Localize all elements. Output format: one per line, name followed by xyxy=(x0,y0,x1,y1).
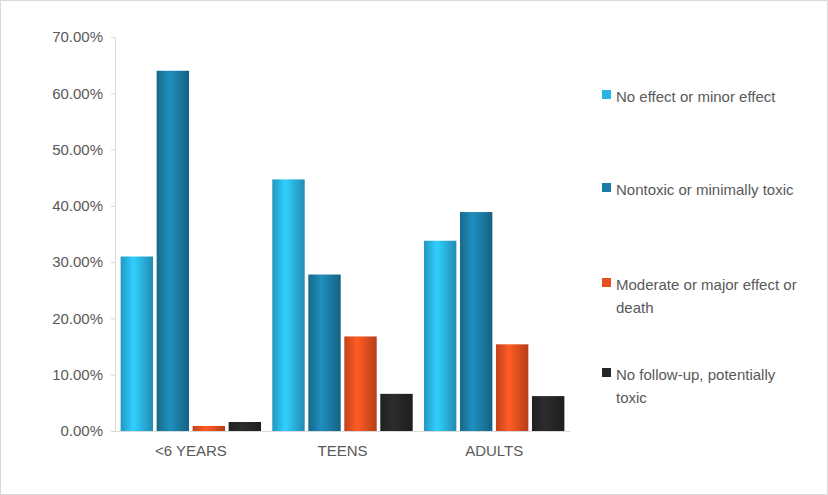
legend-label: Moderate or major effect or death xyxy=(616,276,801,316)
x-axis-line xyxy=(116,431,571,432)
y-tick: 20.00% xyxy=(52,310,115,327)
legend: No effect or minor effect Nontoxic or min… xyxy=(602,88,801,406)
x-tick-label: ADULTS xyxy=(465,442,523,459)
y-tick-label: 60.00% xyxy=(52,85,103,102)
bar xyxy=(121,257,153,431)
y-tick-mark xyxy=(111,375,115,376)
legend-swatch xyxy=(602,183,611,192)
bar xyxy=(532,396,564,431)
x-axis: <6 YEARS TEENS ADULTS xyxy=(116,431,571,459)
y-tick-label: 50.00% xyxy=(52,141,103,158)
bar-series xyxy=(229,394,565,431)
legend-item: No effect or minor effect xyxy=(602,88,776,105)
bar xyxy=(272,179,304,431)
y-axis-line xyxy=(111,38,116,432)
bar xyxy=(157,71,189,431)
x-tick-label: <6 YEARS xyxy=(155,442,227,459)
bar xyxy=(308,275,340,431)
y-tick-label: 10.00% xyxy=(52,366,103,383)
y-tick: 60.00% xyxy=(52,85,115,102)
legend-label: No follow-up, potentially toxic xyxy=(616,366,779,406)
y-axis: 0.00% 10.00% 20.00% 30.00% 40.00% 50.00% 60.00… xyxy=(52,28,115,439)
bar xyxy=(193,426,225,431)
bar-series xyxy=(157,71,493,431)
y-tick-label: 30.00% xyxy=(52,253,103,270)
bar xyxy=(424,241,456,431)
bar xyxy=(229,422,261,431)
y-tick: 10.00% xyxy=(52,366,115,383)
legend-label: No effect or minor effect xyxy=(616,88,776,105)
legend-label: Nontoxic or minimally toxic xyxy=(616,181,794,198)
bar xyxy=(344,336,376,431)
y-tick-label: 0.00% xyxy=(60,422,103,439)
y-tick-mark xyxy=(111,150,115,151)
bar-series xyxy=(193,336,529,431)
y-tick-mark xyxy=(111,431,115,432)
x-tick: <6 YEARS xyxy=(155,431,227,459)
chart: 0.00% 10.00% 20.00% 30.00% 40.00% 50.00% 60.00… xyxy=(0,0,828,495)
y-tick-label: 70.00% xyxy=(52,28,103,45)
y-tick: 30.00% xyxy=(52,253,115,270)
legend-item: Moderate or major effect or death xyxy=(602,276,801,316)
y-tick-label: 40.00% xyxy=(52,197,103,214)
x-tick-label: TEENS xyxy=(317,442,367,459)
y-tick: 50.00% xyxy=(52,141,115,158)
legend-item: No follow-up, potentially toxic xyxy=(602,366,779,406)
bars xyxy=(121,71,565,431)
bar xyxy=(460,212,492,431)
legend-swatch xyxy=(602,278,611,287)
y-tick-mark xyxy=(111,318,115,319)
y-tick-mark xyxy=(111,93,115,94)
y-tick-label: 20.00% xyxy=(52,310,103,327)
chart-border xyxy=(1,1,828,495)
x-tick: TEENS xyxy=(317,431,367,459)
y-tick: 70.00% xyxy=(52,28,115,45)
legend-swatch xyxy=(602,368,611,377)
y-tick-mark xyxy=(111,37,115,38)
bar xyxy=(380,394,412,431)
y-tick-mark xyxy=(111,206,115,207)
plot: 0.00% 10.00% 20.00% 30.00% 40.00% 50.00% 60.00… xyxy=(52,28,570,458)
x-tick: ADULTS xyxy=(465,431,523,459)
legend-item: Nontoxic or minimally toxic xyxy=(602,181,794,198)
legend-swatch xyxy=(602,90,611,99)
bar xyxy=(496,344,528,431)
y-tick-mark xyxy=(111,262,115,263)
y-tick: 40.00% xyxy=(52,197,115,214)
y-tick: 0.00% xyxy=(60,422,115,439)
